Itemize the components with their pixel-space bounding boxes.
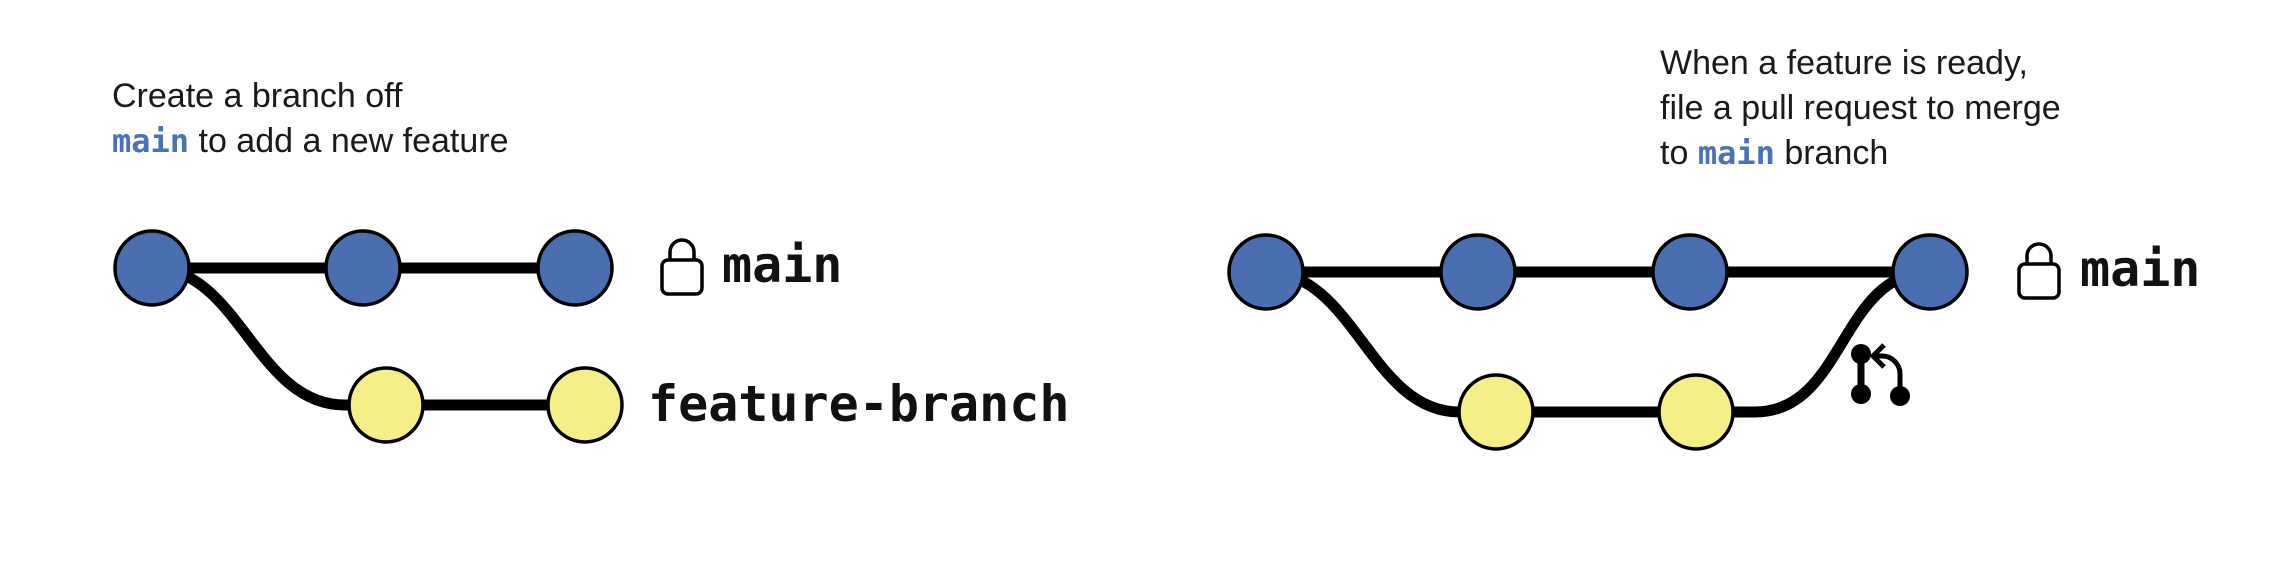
left-caption-line-1: Create a branch off xyxy=(112,77,403,115)
right-feature-commit-1 xyxy=(1457,373,1535,451)
right-caption-line-3-post: branch xyxy=(1774,134,1889,172)
pull-request-icon xyxy=(1851,343,1910,406)
left-main-branch-label: main xyxy=(722,236,843,294)
right-main-commit-1 xyxy=(1227,233,1305,311)
right-main-commit-3 xyxy=(1651,233,1729,311)
left-caption-line-2: main to add a new feature xyxy=(112,119,509,164)
right-main-commit-4 xyxy=(1891,233,1969,311)
left-main-commit-3 xyxy=(536,229,614,307)
left-caption-branch-code: main xyxy=(112,122,190,160)
left-main-commit-2 xyxy=(324,229,402,307)
feature-branch-label: feature-branch xyxy=(648,375,1070,433)
left-caption-line-2-text: to add a new feature xyxy=(189,122,509,160)
left-caption: Create a branch off main to add a new fe… xyxy=(112,74,509,164)
left-main-commit-1 xyxy=(113,229,191,307)
left-feature-commit-1 xyxy=(347,366,425,444)
right-caption-line-3: to main branch xyxy=(1660,131,2061,176)
left-commits xyxy=(113,229,624,444)
right-main-branch-label: main xyxy=(2080,240,2201,298)
right-caption-branch-code: main xyxy=(1697,134,1775,172)
right-caption-line-2: file a pull request to merge xyxy=(1660,89,2061,127)
lock-icon xyxy=(660,238,704,296)
left-feature-commit-2 xyxy=(546,366,624,444)
right-caption: When a feature is ready, file a pull req… xyxy=(1660,41,2061,176)
right-feature-commit-2 xyxy=(1657,373,1735,451)
right-caption-line-1: When a feature is ready, xyxy=(1660,44,2028,82)
lock-icon xyxy=(2017,242,2061,300)
right-main-commit-2 xyxy=(1439,233,1517,311)
right-commits xyxy=(1227,233,1969,451)
right-connectors xyxy=(1260,266,1936,418)
right-caption-line-3-pre: to xyxy=(1660,134,1698,172)
